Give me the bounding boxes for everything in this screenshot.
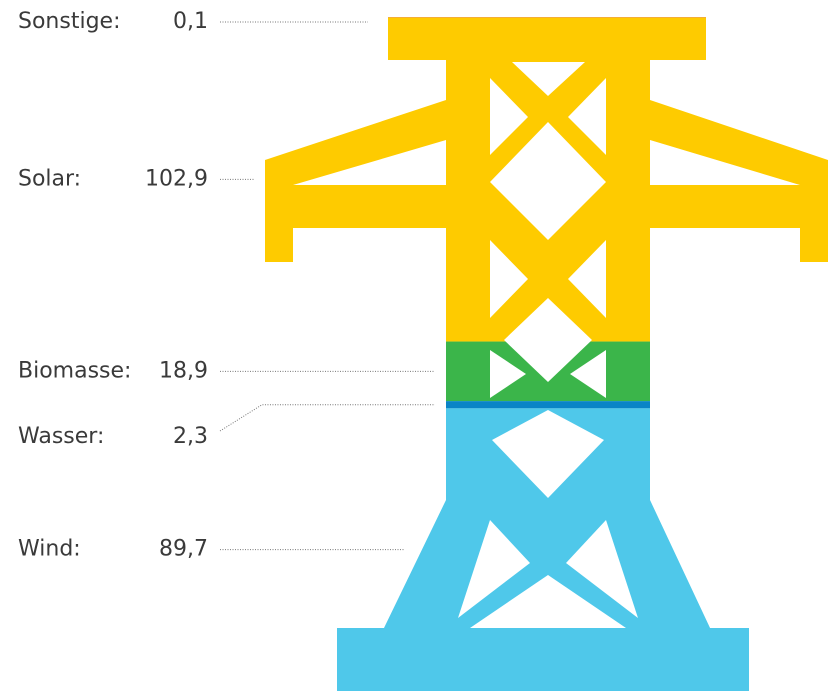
category-label: Wasser: — [18, 424, 104, 449]
category-label: Biomasse: — [18, 358, 131, 383]
category-label: Solar: — [18, 166, 81, 191]
value-label: 102,9 — [145, 166, 208, 191]
value-label: 18,9 — [159, 358, 208, 383]
value-label: 2,3 — [173, 424, 208, 449]
value-label: 0,1 — [173, 9, 208, 34]
category-label: Wind: — [18, 537, 81, 562]
category-label: Sonstige: — [18, 9, 120, 34]
leader-line — [220, 405, 435, 431]
chart: Sonstige: 0,1 Solar: 102,9 Biomasse: 18,9 Wass… — [0, 0, 829, 691]
value-label: 89,7 — [159, 537, 208, 562]
